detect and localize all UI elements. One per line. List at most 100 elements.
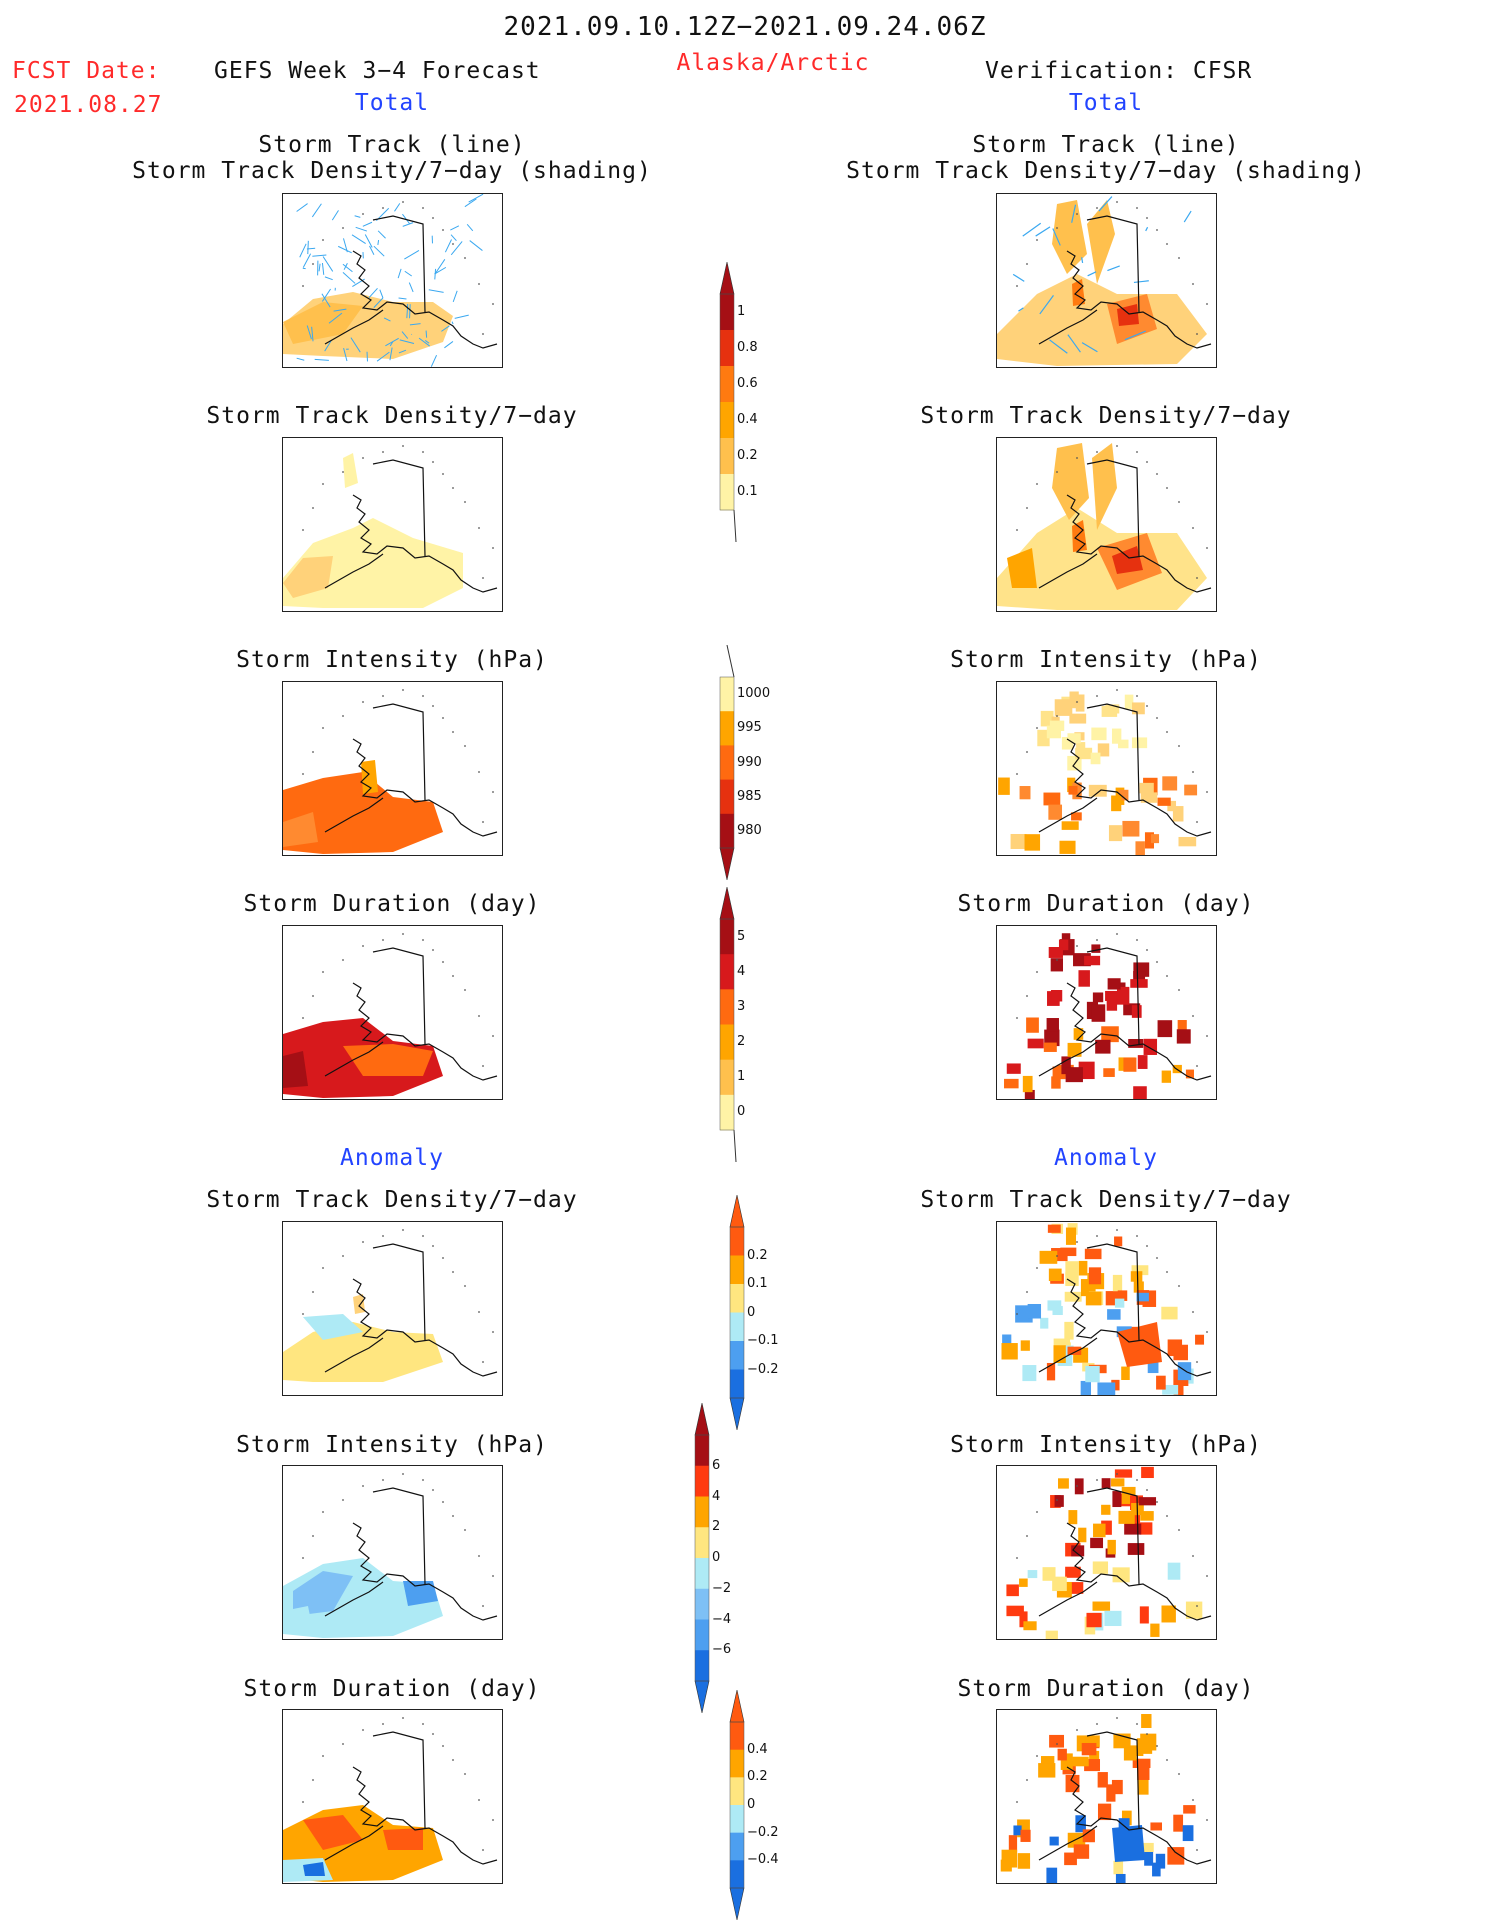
- storm-track-line: [321, 262, 325, 275]
- grid-dot: [422, 1723, 424, 1725]
- grid-dot: [312, 263, 314, 265]
- shaded-cell: [1107, 1309, 1121, 1320]
- left-anom-intensity-map: [282, 1465, 503, 1640]
- colorbar-segment: [695, 1496, 709, 1528]
- storm-track-line: [354, 215, 361, 218]
- storm-track-line: [1133, 280, 1149, 284]
- grid-dot: [1136, 1723, 1138, 1725]
- grid-dot: [1056, 1743, 1058, 1745]
- shaded-cell: [1057, 1748, 1067, 1761]
- grid-dot: [322, 1511, 324, 1513]
- grid-dot: [312, 995, 314, 997]
- grid-dot: [1146, 1733, 1148, 1735]
- grid-dot: [402, 933, 404, 935]
- shaded-cell: [1104, 1610, 1122, 1627]
- left-duration-map: [282, 925, 503, 1100]
- storm-track-line: [452, 290, 458, 303]
- grid-dot: [442, 229, 444, 231]
- grid-dot: [1166, 487, 1168, 489]
- colorbar-segment: [730, 1255, 744, 1285]
- grid-dot: [1116, 1229, 1118, 1231]
- shaded-cell: [1046, 1867, 1058, 1883]
- colorbar-label: −4: [712, 1611, 732, 1627]
- colorbar-segment: [720, 711, 734, 746]
- shaded-cell: [1038, 1763, 1056, 1778]
- shaded-cell: [1047, 1300, 1062, 1311]
- grid-dot: [382, 451, 384, 453]
- shaded-cell: [1177, 1020, 1187, 1035]
- shaded-cell: [1054, 1495, 1064, 1507]
- grid-dot: [1036, 971, 1038, 973]
- grid-dot: [442, 473, 444, 475]
- shaded-cell: [1010, 833, 1027, 849]
- grid-dot: [1192, 1799, 1194, 1801]
- shaded-cell: [1167, 1847, 1185, 1865]
- colorbar-label: 980: [737, 822, 762, 838]
- grid-dot: [302, 529, 304, 531]
- shaded-cell: [1067, 1346, 1082, 1355]
- grid-dot: [312, 507, 314, 509]
- shaded-cell: [1040, 1317, 1049, 1329]
- grid-dot: [402, 201, 404, 203]
- right-anomaly-label: Anomaly: [1054, 1145, 1158, 1171]
- grid-dot: [1146, 1489, 1148, 1491]
- grid-dot: [442, 1745, 444, 1747]
- shaded-cell: [1097, 1772, 1108, 1788]
- colorbar-segment: [720, 989, 734, 1025]
- shaded-cell: [998, 777, 1010, 795]
- grid-dot: [432, 1245, 434, 1247]
- storm-track-line: [1098, 196, 1113, 212]
- colorbar-tip: [729, 1194, 745, 1228]
- colorbar-label: 5: [737, 928, 746, 944]
- left-track-title-2: Storm Track Density/7−day (shading): [132, 158, 652, 184]
- grid-dot: [1196, 577, 1198, 579]
- grid-dot: [478, 527, 480, 529]
- grid-dot: [1192, 283, 1194, 285]
- storm-track-line: [324, 276, 333, 281]
- shaded-region: [283, 1051, 308, 1088]
- grid-dot: [342, 959, 344, 961]
- shaded-cell: [1092, 992, 1104, 1003]
- storm-track-line: [1087, 271, 1097, 277]
- grid-dot: [342, 1743, 344, 1745]
- shaded-cell: [1123, 1747, 1137, 1761]
- shaded-region: [1112, 546, 1143, 574]
- shaded-cell: [1122, 820, 1140, 837]
- shaded-cell: [1155, 1853, 1166, 1869]
- colorbar-segment: [720, 330, 734, 367]
- colorbar-tail: [726, 644, 735, 678]
- storm-track-line: [362, 221, 373, 227]
- grid-dot: [422, 695, 424, 697]
- shaded-cell: [1135, 841, 1145, 855]
- colorbar-label: −0.2: [747, 1361, 779, 1377]
- grid-dot: [478, 771, 480, 773]
- storm-track-line: [342, 263, 353, 273]
- storm-track-line: [1183, 210, 1192, 223]
- shaded-cell: [1140, 1842, 1154, 1852]
- right-density-map: [996, 437, 1217, 612]
- grid-dot: [1096, 939, 1098, 941]
- storm-track-line: [450, 234, 457, 242]
- shaded-cell: [1054, 699, 1073, 716]
- grid-dot: [1196, 333, 1198, 335]
- storm-track-line: [394, 203, 401, 212]
- grid-dot: [402, 445, 404, 447]
- coastline: [372, 703, 426, 801]
- shaded-cell: [1095, 1039, 1111, 1054]
- colorbar-segment: [730, 1749, 744, 1778]
- shaded-region: [343, 1044, 433, 1076]
- coastline: [1038, 553, 1098, 589]
- storm-track-line: [1022, 222, 1042, 237]
- storm-track-line: [1081, 257, 1084, 264]
- grid-dot: [342, 471, 344, 473]
- shaded-cell: [1173, 1344, 1188, 1361]
- shaded-region: [1052, 443, 1089, 520]
- grid-dot: [302, 1801, 304, 1803]
- grid-dot: [302, 285, 304, 287]
- grid-dot: [1206, 791, 1208, 793]
- shaded-cell: [1080, 1380, 1092, 1395]
- grid-dot: [1178, 745, 1180, 747]
- grid-dot: [382, 695, 384, 697]
- grid-dot: [322, 727, 324, 729]
- shaded-cell: [1150, 834, 1160, 844]
